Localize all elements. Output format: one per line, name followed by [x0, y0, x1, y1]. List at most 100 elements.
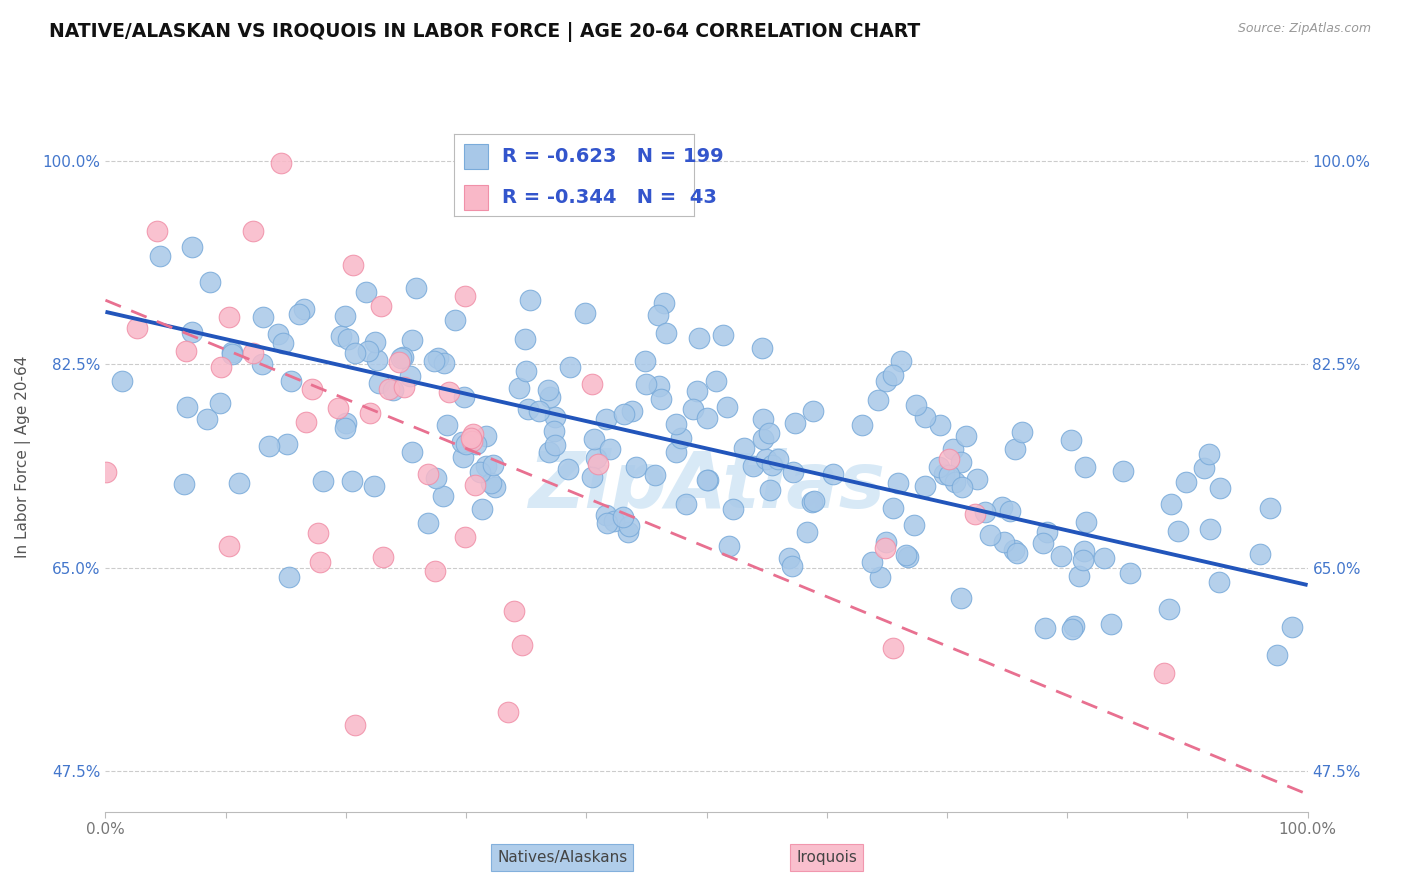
Point [624, 460, 647, 475]
Point [796, 524, 818, 539]
Point [125, 321, 148, 335]
Point [1157, 602, 1180, 616]
Point [1249, 547, 1271, 561]
Point [650, 392, 672, 406]
Point [1174, 475, 1197, 489]
Point [612, 510, 634, 524]
Point [288, 308, 311, 322]
Point [1281, 620, 1303, 634]
Point [801, 494, 824, 508]
Point [963, 507, 986, 521]
Point [276, 437, 298, 451]
Point [633, 354, 655, 368]
Point [595, 508, 617, 523]
Point [619, 519, 641, 533]
Point [979, 527, 1001, 541]
Point [588, 457, 610, 471]
Point [326, 401, 349, 416]
Point [1192, 461, 1215, 475]
Point [751, 341, 773, 355]
Point [1073, 544, 1095, 558]
Point [759, 483, 782, 497]
Point [1208, 575, 1230, 590]
Point [370, 299, 392, 313]
Point [270, 156, 292, 170]
Point [94, 465, 117, 479]
Point [368, 376, 391, 390]
Point [595, 412, 617, 426]
Point [1063, 618, 1085, 632]
Point [778, 551, 800, 566]
Point [515, 332, 537, 346]
Point [335, 416, 357, 430]
Point [209, 359, 232, 374]
Point [502, 604, 524, 618]
Point [453, 390, 475, 404]
Point [943, 475, 966, 489]
Point [821, 467, 844, 481]
Point [644, 467, 666, 482]
Point [882, 640, 904, 655]
Point [761, 458, 783, 472]
Point [242, 346, 264, 360]
Point [721, 502, 744, 516]
Point [443, 313, 465, 327]
Point [242, 224, 264, 238]
Point [616, 525, 638, 540]
Point [475, 429, 498, 443]
Point [461, 426, 484, 441]
Point [652, 295, 675, 310]
Point [470, 466, 492, 480]
Point [599, 442, 621, 456]
Point [875, 535, 897, 549]
Point [425, 471, 447, 485]
Point [512, 639, 534, 653]
Point [479, 475, 502, 490]
Point [519, 293, 541, 307]
Point [669, 431, 692, 445]
Point [344, 346, 367, 360]
Point [218, 310, 240, 325]
Point [955, 429, 977, 443]
Point [1036, 524, 1059, 539]
Point [1004, 442, 1026, 457]
Point [537, 444, 560, 458]
Point [1062, 622, 1084, 636]
Point [389, 351, 412, 365]
Point [427, 351, 450, 365]
Point [1153, 665, 1175, 680]
Point [401, 444, 423, 458]
Point [585, 450, 607, 465]
Point [357, 344, 380, 359]
Point [470, 501, 492, 516]
Point [766, 452, 789, 467]
Point [335, 309, 357, 323]
Point [875, 374, 897, 388]
Point [416, 516, 439, 531]
Point [1198, 522, 1220, 536]
Point [301, 382, 323, 396]
Text: Iroquois: Iroquois [796, 850, 858, 865]
Point [454, 530, 477, 544]
FancyBboxPatch shape [464, 145, 488, 169]
Point [543, 425, 565, 439]
Point [886, 475, 908, 490]
Point [1073, 553, 1095, 567]
Point [454, 436, 477, 450]
Point [998, 504, 1021, 518]
Point [416, 467, 439, 481]
Point [882, 500, 904, 515]
Point [481, 458, 503, 472]
Point [851, 417, 873, 432]
Point [718, 539, 741, 553]
Point [496, 705, 519, 719]
Point [942, 442, 965, 456]
Point [529, 404, 551, 418]
Point [1099, 616, 1122, 631]
Point [1092, 551, 1115, 566]
Point [145, 224, 167, 238]
Point [148, 249, 170, 263]
Point [1112, 464, 1135, 478]
Point [914, 410, 936, 425]
Point [647, 308, 669, 322]
